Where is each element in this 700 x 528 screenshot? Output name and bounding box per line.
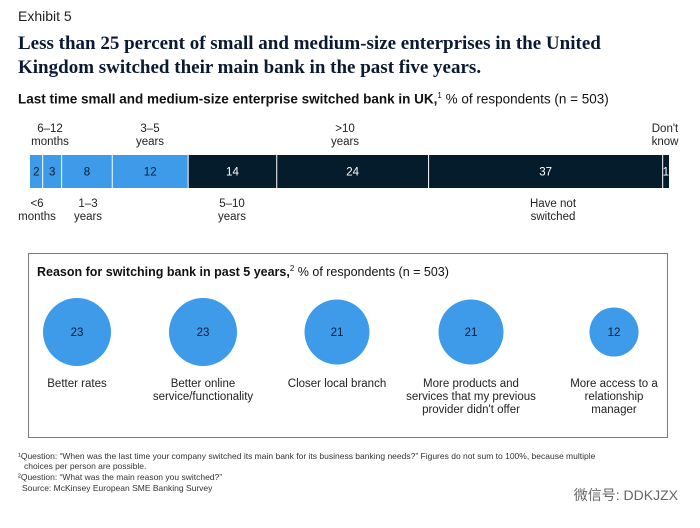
- bar-value-6-months: 2: [33, 167, 39, 179]
- bar-value-1-3-years: 8: [84, 167, 90, 179]
- bar-segment-have-not-switched: [428, 155, 663, 188]
- subtitle-rest: % of respondents (n = 503): [441, 91, 609, 107]
- subtitle-footnote-mark: 1: [437, 91, 442, 100]
- bubble-value-reason-4: 21: [465, 327, 478, 339]
- reasons-panel: Reason for switching bank in past 5 year…: [28, 253, 668, 438]
- footnote-2: ²Question: “What was the main reason you…: [18, 472, 223, 482]
- bar-segment-6-12-months: [42, 155, 62, 188]
- watermark: 微信号: DDKJZX: [573, 487, 678, 503]
- label-5-10-years: 5–10 years: [217, 198, 247, 223]
- bubble-value-reason-1: 23: [71, 327, 84, 339]
- exhibit-label: Exhibit 5: [18, 8, 72, 24]
- bar-segment-5-10-years: [188, 155, 277, 188]
- footnote-1-cont: choices per person are possible.: [24, 461, 147, 471]
- bar-value-10-years: 24: [346, 167, 359, 179]
- bar-value-3-5-years: 12: [144, 167, 157, 179]
- bubble-reason-4: [438, 299, 504, 365]
- headline-line-2: Kingdom switched their main bank in the …: [18, 57, 482, 78]
- reason-label-closer-local-branch: Closer local branch: [287, 378, 387, 390]
- panel-title-bold: Reason for switching bank in past 5 year…: [37, 265, 290, 280]
- bar-segment-6-months: [30, 155, 43, 188]
- label-1-3-years: 1–3 years: [73, 198, 103, 223]
- bar-value-have-not-switched: 37: [539, 167, 552, 179]
- panel-title: Reason for switching bank in past 5 year…: [37, 264, 449, 279]
- footnote-1: ¹Question: “When was the last time your …: [18, 451, 596, 461]
- label-have-not-switched: Have not switched: [529, 198, 577, 223]
- bubble-value-reason-3: 21: [331, 327, 344, 339]
- label-3-5-years: 3–5 years: [135, 123, 165, 148]
- panel-title-rest: % of respondents (n = 503): [294, 265, 449, 280]
- label-6-12-months: 6–12 months: [31, 123, 69, 148]
- bar-value-5-10-years: 14: [226, 167, 239, 179]
- reason-label-better-online-service: Better online service/functionality: [152, 378, 254, 403]
- bar-segment-don-t-know: [662, 155, 669, 188]
- stacked-bar-chart: 2 3 8 12 14 24 37 1: [30, 155, 669, 188]
- bar-value-don-t-know: 1: [663, 167, 669, 179]
- bubble-reason-2: [169, 298, 237, 366]
- bar-segment-1-3-years: [61, 155, 113, 188]
- headline-line-1: Less than 25 percent of small and medium…: [18, 33, 601, 54]
- bar-segment-3-5-years: [112, 155, 189, 188]
- bubble-value-reason-5: 12: [608, 327, 621, 339]
- label-dont-know: Don't know: [651, 123, 679, 148]
- bubble-reason-1: [43, 298, 111, 366]
- source-note: Source: McKinsey European SME Banking Su…: [22, 483, 213, 493]
- bar-segment-10-years: [276, 155, 429, 188]
- reasons-bubble-chart: 23 23 21 21 12: [43, 298, 639, 366]
- label-over-10-years: >10 years: [330, 123, 360, 148]
- bubble-reason-5: [589, 307, 639, 357]
- bar-value-6-12-months: 3: [49, 167, 55, 179]
- chart-subtitle: Last time small and medium-size enterpri…: [18, 91, 609, 107]
- panel-title-footnote-mark: 2: [289, 264, 295, 273]
- reason-label-better-rates: Better rates: [47, 378, 107, 390]
- subtitle-bold: Last time small and medium-size enterpri…: [18, 91, 438, 107]
- headline: Less than 25 percent of small and medium…: [18, 32, 678, 80]
- bubble-reason-3: [304, 299, 370, 365]
- label-under-6-months: <6 months: [18, 198, 56, 223]
- bubble-value-reason-2: 23: [197, 327, 210, 339]
- reason-label-relationship-manager: More access to a relationship manager: [570, 378, 658, 416]
- reason-label-more-products: More products and services that my previo…: [406, 378, 536, 416]
